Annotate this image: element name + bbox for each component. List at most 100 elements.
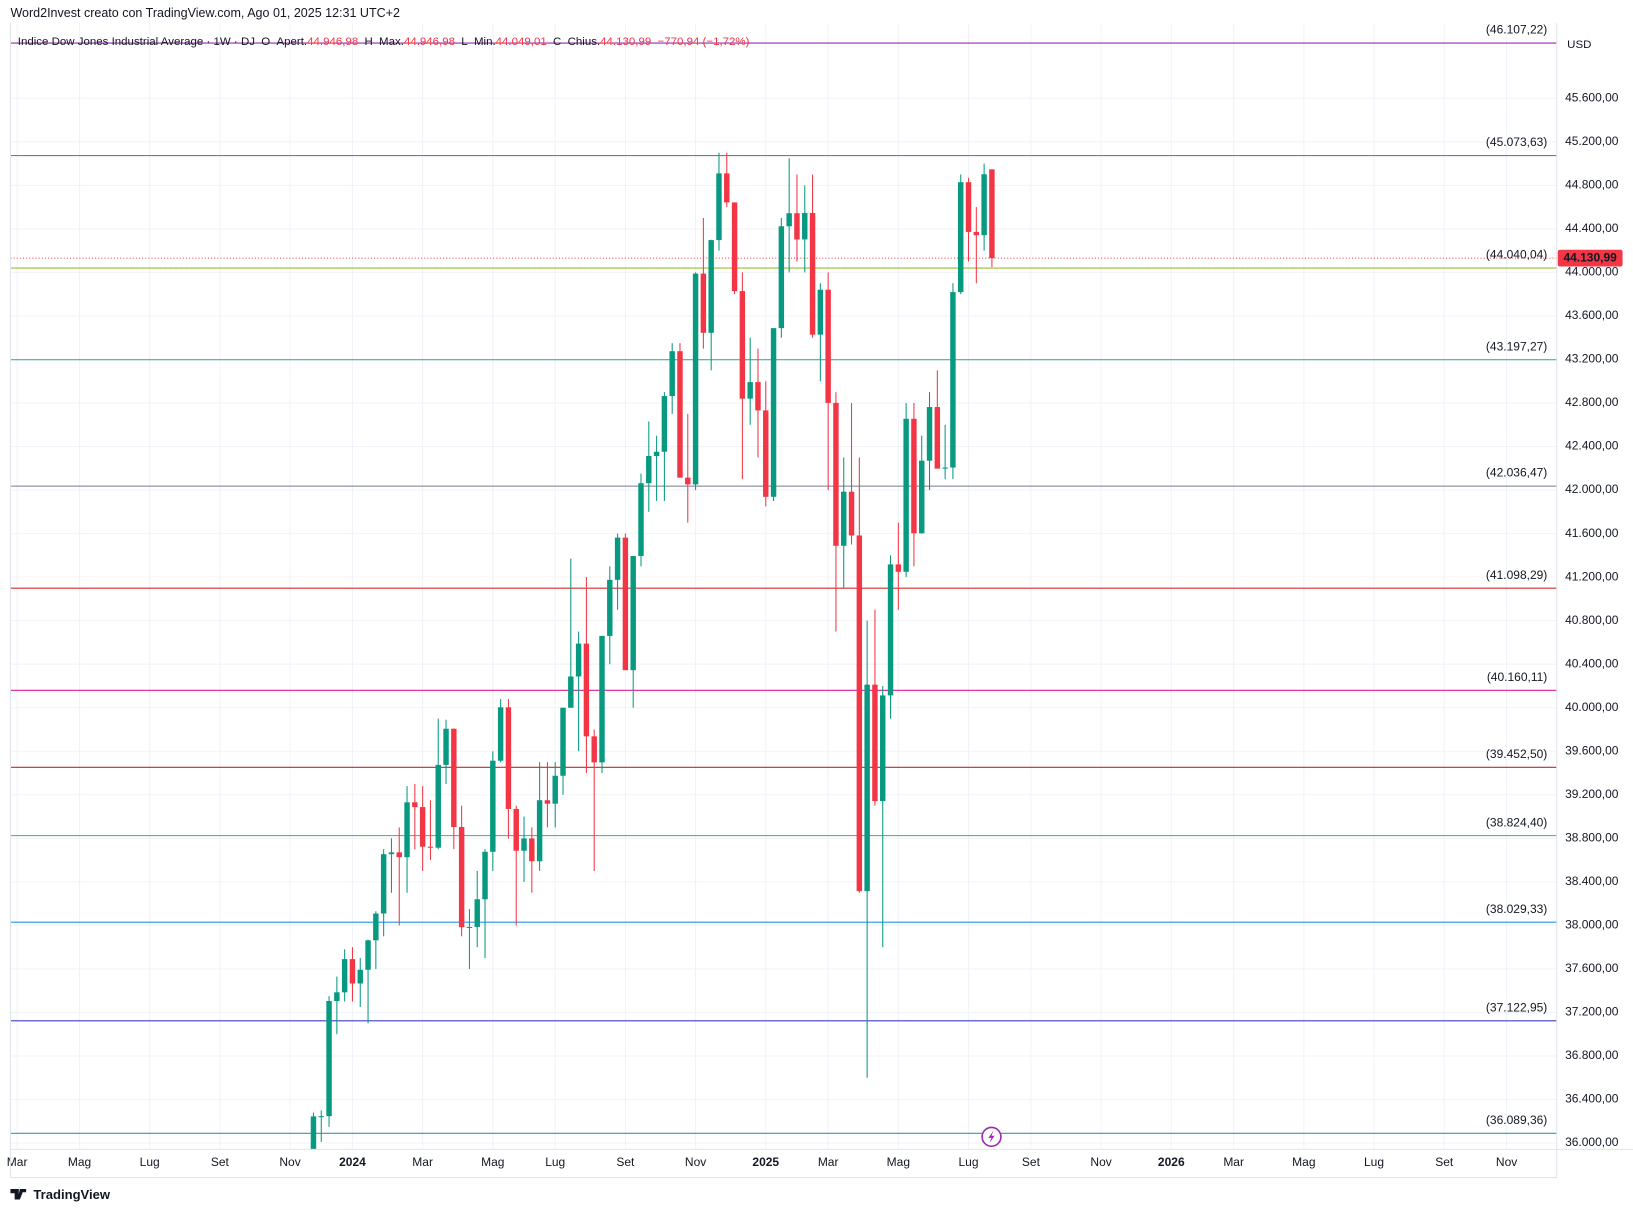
level-label: (37.122,95) (1486, 1000, 1547, 1014)
candle-body (926, 407, 933, 461)
x-tick-label: Lug (140, 1155, 160, 1169)
candle-body (989, 169, 995, 259)
candle-body (638, 483, 644, 557)
x-tick-label: Nov (685, 1155, 706, 1169)
candle-body (646, 456, 652, 484)
y-tick-label: 40.000,00 (1565, 700, 1619, 714)
candle-body (872, 684, 878, 802)
candle-body (856, 535, 863, 892)
l: L (461, 36, 467, 48)
candle-body (380, 854, 387, 914)
candle-body (794, 213, 800, 240)
candle-body (591, 736, 597, 763)
candle-body (373, 913, 379, 941)
candle-body (482, 851, 488, 900)
grid (10, 23, 1557, 1150)
x-tick-label: 2024 (339, 1155, 366, 1169)
candle-body (497, 707, 504, 761)
candle-body (419, 807, 426, 847)
candle-body (708, 240, 714, 333)
close-label: Chius. (568, 36, 601, 48)
candle-body (614, 537, 621, 580)
candle-body (552, 775, 558, 804)
candle-body (521, 838, 527, 851)
candle-body (443, 728, 449, 765)
x-tick-label: Mag (68, 1155, 91, 1169)
candle-body (435, 764, 441, 848)
y-tick-label: 41.600,00 (1565, 526, 1619, 540)
candle-body (310, 1116, 317, 1150)
x-tick-label: Mar (1223, 1155, 1244, 1169)
y-tick-label: 39.200,00 (1565, 787, 1619, 801)
y-tick-label: 39.600,00 (1565, 743, 1619, 757)
open: 44.946,98 (307, 36, 358, 48)
candle-body (763, 410, 769, 497)
candle-body (700, 273, 707, 333)
y-tick-label: 45.600,00 (1565, 90, 1619, 104)
level-label: (40.160,11) (1487, 670, 1548, 684)
x-tick-label: Mag (887, 1155, 910, 1169)
close: 44.130,99 (600, 36, 651, 48)
x-tick-label: 2025 (752, 1155, 779, 1169)
candle-body (622, 537, 629, 671)
x-tick-label: Mar (818, 1155, 839, 1169)
x-tick-label: 2026 (1158, 1155, 1185, 1169)
candle-body (396, 852, 402, 858)
candle-body (427, 846, 434, 848)
open-label: Apert. (276, 36, 307, 48)
y-tick-label: 37.200,00 (1565, 1005, 1619, 1019)
y-tick-label: 43.600,00 (1565, 308, 1619, 322)
level-label: (46.107,22) (1486, 23, 1547, 37)
y-tick-label: 38.800,00 (1565, 830, 1619, 844)
candle-body (630, 556, 636, 671)
candle-body (958, 182, 964, 293)
candle-body (685, 477, 691, 485)
high-label: Max. (379, 36, 404, 48)
candle-body (568, 676, 574, 708)
candle-body (950, 292, 956, 468)
candle-body (451, 728, 457, 828)
level-label: (36.089,36) (1486, 1113, 1547, 1127)
candle-body (802, 212, 808, 240)
x-tick-label: Set (1022, 1155, 1041, 1169)
candle-body (529, 838, 535, 862)
candle-body (653, 451, 660, 457)
candle-body (919, 460, 925, 534)
y-tick-label: 37.600,00 (1565, 961, 1619, 975)
y-tick-label: 42.400,00 (1565, 439, 1619, 453)
x-tick-label: Set (211, 1155, 230, 1169)
candle-body (404, 802, 410, 858)
low: 44.049,01 (496, 36, 547, 48)
axes: 36.000,00 36.400,00 36.800,00 37.200,00 37.6… (7, 23, 1623, 1169)
candle-body (334, 992, 340, 1002)
candle-body (841, 491, 847, 546)
candle-body (669, 351, 675, 397)
y-tick-label: 38.000,00 (1565, 918, 1619, 932)
legend: Indice Dow Jones Industrial Average · 1W… (18, 36, 750, 48)
level-label: (38.029,33) (1486, 902, 1547, 916)
candle-body (786, 213, 792, 227)
level-label: (44.040,04) (1486, 248, 1547, 262)
symbol: Indice Dow Jones Industrial Average · 1W… (18, 36, 255, 48)
candle-body (677, 351, 683, 478)
candle-body (458, 827, 465, 928)
x-tick-label: Mag (1292, 1155, 1315, 1169)
candle-body (778, 226, 785, 329)
y-tick-label: 40.400,00 (1565, 656, 1619, 670)
candle-body (770, 328, 777, 497)
candle-body (981, 174, 987, 236)
candle-body (880, 695, 886, 802)
y-tick-label: 40.800,00 (1565, 613, 1619, 627)
alert-icon[interactable] (981, 1126, 1002, 1148)
candle-body (731, 202, 738, 292)
o: O (261, 36, 270, 48)
candle-body (739, 291, 746, 399)
h: H (364, 36, 372, 48)
candle-body (365, 940, 371, 970)
candle-body (412, 802, 418, 808)
candle-body (817, 289, 824, 335)
candle-body (466, 926, 473, 928)
level-label: (41.098,29) (1486, 568, 1547, 582)
candle-body (903, 418, 909, 572)
y-tick-label: 36.400,00 (1565, 1092, 1619, 1106)
